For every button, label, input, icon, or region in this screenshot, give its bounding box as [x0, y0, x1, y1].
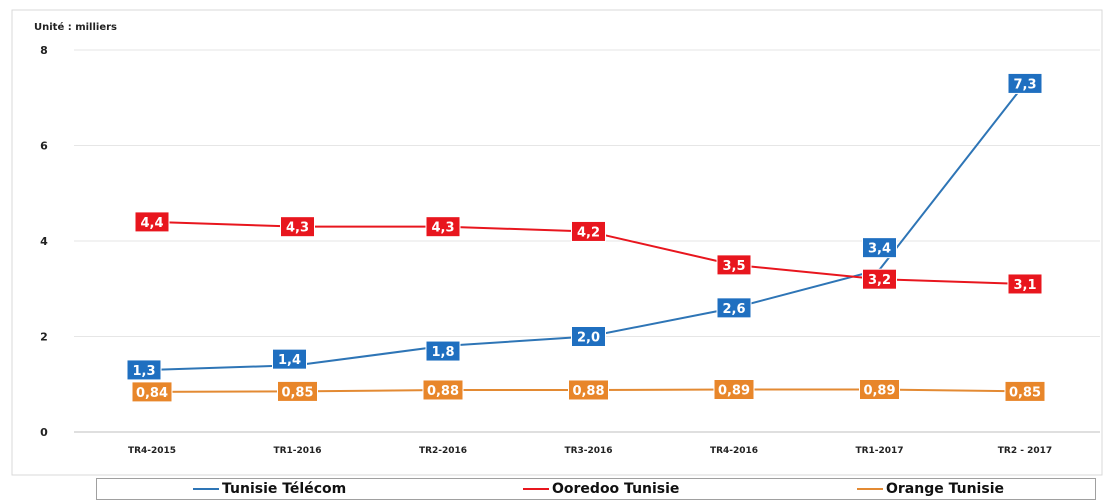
- data-label: 0,88: [572, 384, 604, 399]
- data-label: 3,4: [868, 242, 891, 257]
- data-label: 3,2: [868, 273, 891, 288]
- y-tick-label: 0: [40, 426, 48, 439]
- data-label-box: [425, 216, 461, 238]
- data-label-box: [716, 297, 752, 319]
- x-tick-label: TR2-2016: [419, 446, 467, 456]
- data-label-box: [716, 254, 752, 276]
- legend-item-tunisie-telecom: Tunisie Télécom: [193, 481, 346, 497]
- data-label-box: [422, 379, 464, 401]
- legend-item-orange-tunisie: Orange Tunisie: [857, 481, 1004, 497]
- data-label-box: [859, 379, 900, 401]
- data-label: 0,89: [718, 384, 750, 399]
- legend-swatch-tunisie-telecom: [193, 488, 219, 490]
- data-label-box: [862, 268, 897, 290]
- line-chart: 0 2 4 6 8 TR4-2015 TR1-2016 TR2-2016 TR3-2016 TR4…: [11, 9, 1103, 476]
- data-label: 7,3: [1013, 77, 1036, 92]
- data-label: 0,89: [863, 384, 895, 399]
- data-label: 2,6: [722, 302, 745, 317]
- data-label-box: [272, 348, 307, 370]
- legend-swatch-orange-tunisie: [857, 488, 883, 490]
- legend: Tunisie Télécom Ooredoo Tunisie Orange T…: [96, 478, 1096, 500]
- data-label: 4,2: [577, 225, 600, 240]
- x-tick-label: TR3-2016: [564, 446, 612, 456]
- legend-swatch-ooredoo-tunisie: [523, 488, 549, 490]
- data-label-box: [568, 379, 609, 401]
- data-label-box: [1004, 380, 1046, 402]
- data-label: 3,5: [722, 259, 745, 274]
- data-label-box: [571, 326, 606, 347]
- x-tick-label: TR1-2017: [855, 446, 903, 456]
- data-label: 0,85: [281, 385, 313, 400]
- chart-frame: [11, 9, 1103, 476]
- data-label: 4,3: [431, 221, 454, 236]
- data-label-box: [1007, 72, 1043, 94]
- data-label: 0,85: [1009, 385, 1041, 400]
- y-tick-label: 2: [40, 331, 48, 344]
- data-label-box: [713, 379, 755, 401]
- x-tick-label: TR4-2016: [710, 446, 758, 456]
- data-label: 4,4: [140, 216, 163, 231]
- data-label-box: [571, 220, 606, 242]
- data-label-box: [126, 359, 162, 381]
- data-label-box: [862, 237, 897, 259]
- legend-item-ooredoo-tunisie: Ooredoo Tunisie: [523, 481, 679, 497]
- data-label: 2,0: [577, 331, 600, 346]
- data-label-box: [134, 211, 170, 233]
- y-tick-label: 4: [40, 235, 48, 248]
- x-tick-label: TR4-2015: [128, 446, 176, 456]
- data-label: 1,8: [431, 345, 454, 360]
- data-label: 3,1: [1013, 278, 1036, 293]
- data-label-box: [131, 381, 173, 403]
- data-label-box: [1007, 273, 1043, 295]
- legend-label-tunisie-telecom: Tunisie Télécom: [222, 481, 347, 497]
- data-label-box: [425, 340, 461, 362]
- y-tick-label: 8: [40, 44, 48, 57]
- unit-label: Unité : milliers: [34, 22, 117, 33]
- data-label-box: [280, 216, 315, 238]
- data-label: 0,88: [427, 384, 459, 399]
- x-tick-label: TR2 - 2017: [998, 446, 1052, 456]
- legend-label-orange-tunisie: Orange Tunisie: [886, 481, 1004, 497]
- legend-label-ooredoo-tunisie: Ooredoo Tunisie: [552, 481, 680, 497]
- x-tick-label: TR1-2016: [273, 446, 321, 456]
- data-label: 4,3: [286, 221, 309, 236]
- data-label: 1,4: [278, 353, 301, 368]
- data-label: 0,84: [136, 386, 168, 401]
- data-label-box: [277, 380, 318, 402]
- y-tick-label: 6: [40, 140, 48, 153]
- data-label: 1,3: [132, 364, 155, 379]
